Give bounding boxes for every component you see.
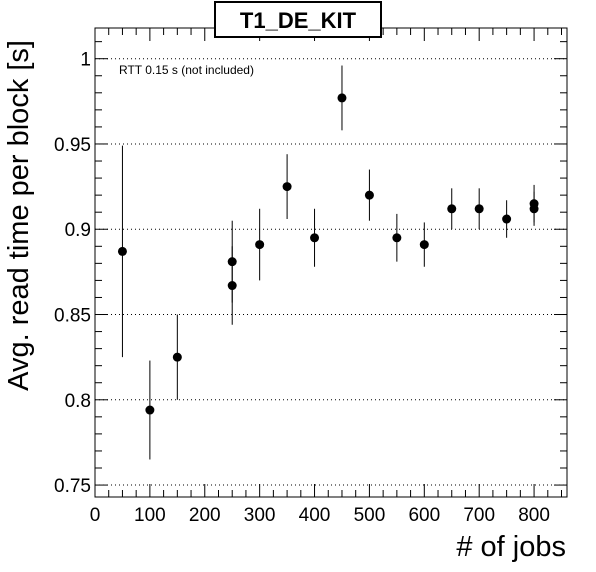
data-point xyxy=(145,405,155,415)
data-point xyxy=(447,204,457,214)
x-tick-label: 100 xyxy=(134,505,166,526)
x-tick-label: 700 xyxy=(463,505,495,526)
data-point xyxy=(529,204,539,214)
x-tick-label: 600 xyxy=(408,505,440,526)
x-tick-label: 400 xyxy=(299,505,331,526)
title-box xyxy=(214,1,382,38)
grid-layer xyxy=(95,58,567,486)
data-point xyxy=(282,182,292,192)
y-tick-label: 0.9 xyxy=(65,220,91,241)
x-tick-label: 200 xyxy=(189,505,221,526)
data-point xyxy=(392,233,402,243)
x-tick-label: 500 xyxy=(354,505,386,526)
data-point xyxy=(364,190,374,200)
data-point xyxy=(255,240,265,250)
y-tick-label: 0.85 xyxy=(54,306,91,327)
points-layer xyxy=(117,65,539,460)
y-tick-label: 0.8 xyxy=(65,391,91,412)
data-point xyxy=(227,281,237,291)
data-point xyxy=(310,233,320,243)
data-point xyxy=(419,240,429,250)
x-tick-label: 0 xyxy=(90,505,101,526)
ticks-layer: 0 100 200 300 400 500 600 700 800 0.75 0.8 0.85 0.9 0… xyxy=(54,28,567,526)
data-point xyxy=(172,352,182,362)
y-axis-title: Avg. read time per block [s] xyxy=(3,40,35,391)
y-tick-label: 0.75 xyxy=(54,476,91,497)
x-tick-label: 300 xyxy=(244,505,276,526)
plot-frame xyxy=(94,27,568,498)
data-point xyxy=(117,246,127,256)
annotation-text: RTT 0.15 s (not included) xyxy=(119,63,254,77)
data-point xyxy=(502,214,512,224)
y-tick-label: 1 xyxy=(80,50,91,71)
chart-title: T1_DE_KIT xyxy=(240,8,357,33)
data-point xyxy=(337,93,347,103)
x-tick-label: 800 xyxy=(518,505,550,526)
x-axis-title: # of jobs xyxy=(456,531,566,563)
y-tick-label: 0.95 xyxy=(54,135,91,156)
data-point xyxy=(474,204,484,214)
